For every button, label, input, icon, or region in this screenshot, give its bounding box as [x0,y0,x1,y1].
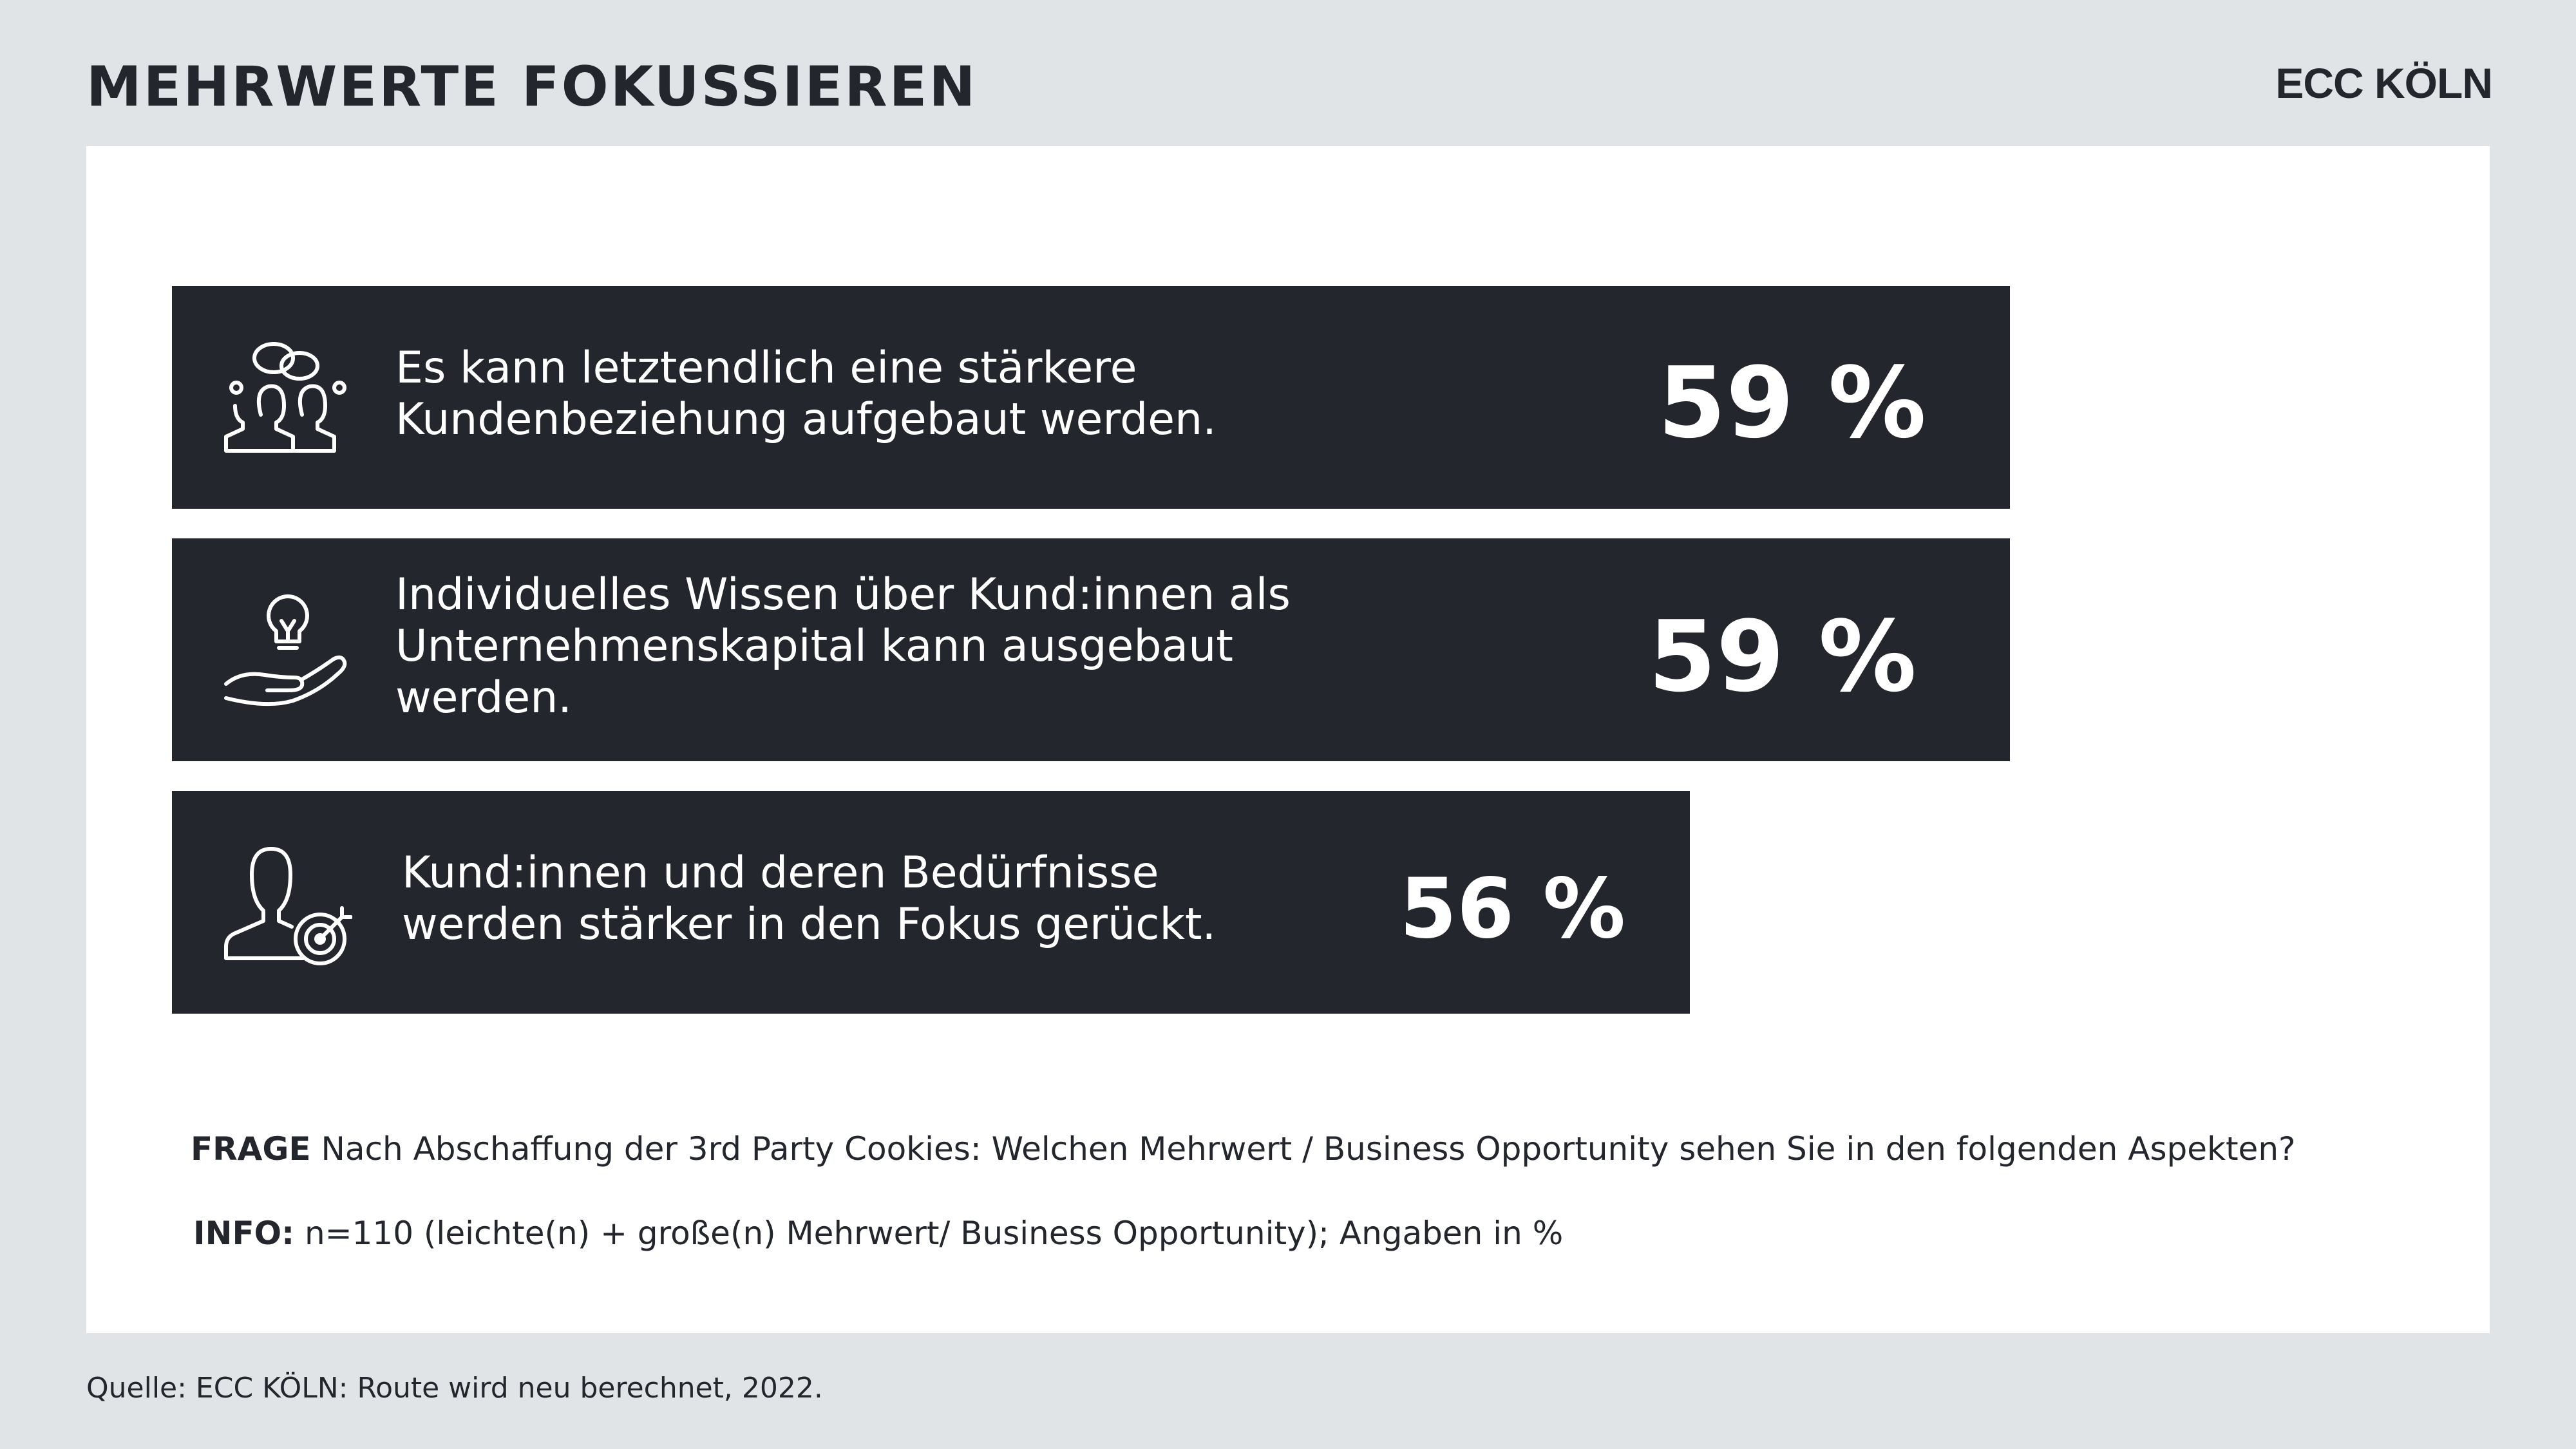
bar-label-2: Individuelles Wissen über Kund:innen als… [395,569,1291,723]
question-text: Nach Abschaffung der 3rd Party Cookies: … [310,1130,2296,1168]
chart-bar-3: Kund:innen und deren Bedürfnisse werden … [172,791,1690,1014]
chart-panel: Es kann letztendlich eine stärkere Kunde… [86,146,2490,1333]
info-label: INFO: [193,1215,295,1252]
bar-label-1: Es kann letztendlich eine stärkere Kunde… [395,343,1217,445]
bar-value-3: 56 % [1399,861,1625,957]
bar-value-1: 59 % [1658,346,1926,460]
person-target-icon [223,842,353,971]
question-note: FRAGE Nach Abschaffung der 3rd Party Coo… [191,1130,2296,1168]
lightbulb-hand-icon [223,590,352,719]
source-note: Quelle: ECC KÖLN: Route wird neu berechn… [86,1372,823,1405]
question-label: FRAGE [191,1130,311,1168]
info-text: n=110 (leichte(n) + große(n) Mehrwert/ B… [294,1215,1564,1252]
info-note: INFO: n=110 (leichte(n) + große(n) Mehrw… [193,1214,1563,1253]
brand-logo: ECC KÖLN [2275,59,2493,107]
bar-label-3: Kund:innen und deren Bedürfnisse werden … [402,848,1217,950]
chart-bar-1: Es kann letztendlich eine stärkere Kunde… [172,286,2010,509]
speech-bubbles-people-icon [223,337,352,466]
page-title: MEHRWERTE FOKUSSIEREN [86,55,978,119]
bar-value-2: 59 % [1648,600,1917,714]
chart-bar-2: Individuelles Wissen über Kund:innen als… [172,538,2010,761]
